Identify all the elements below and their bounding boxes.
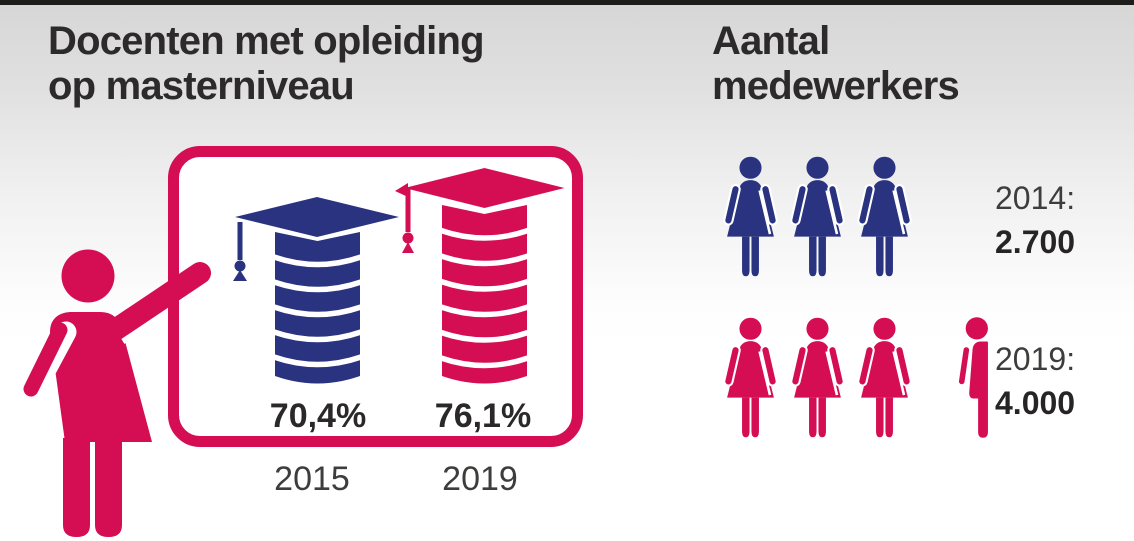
woman-icon bbox=[785, 151, 850, 282]
woman-icon bbox=[852, 312, 917, 443]
value-label-2015: 70,4% bbox=[270, 397, 366, 435]
right-section-title: Aantal medewerkers bbox=[712, 19, 960, 109]
employees-row-2019 bbox=[718, 312, 992, 443]
woman-icon bbox=[852, 151, 917, 282]
employees-row-2014 bbox=[718, 151, 917, 282]
half-person-icon bbox=[959, 312, 992, 443]
year-label-2019: 2019 bbox=[442, 460, 518, 498]
left-title-line1: Docenten met opleiding bbox=[48, 19, 485, 63]
count-value: 2.700 bbox=[995, 224, 1076, 260]
right-title-line2: medewerkers bbox=[712, 64, 960, 108]
year-label-2015: 2015 bbox=[274, 460, 350, 498]
employees-count-2014: 2014: 2.700 bbox=[995, 180, 1075, 261]
count-year-label: 2019: bbox=[995, 341, 1076, 377]
graduation-cap-icon bbox=[233, 197, 399, 281]
presenter-person-icon bbox=[23, 249, 211, 537]
top-bar bbox=[0, 0, 1134, 5]
woman-icon bbox=[718, 312, 783, 443]
graduation-cap-icon bbox=[395, 168, 565, 253]
count-value: 4.000 bbox=[995, 385, 1076, 421]
left-section-title: Docenten met opleiding op masterniveau bbox=[48, 19, 485, 109]
tassel-icon bbox=[395, 183, 414, 253]
right-title-line1: Aantal bbox=[712, 19, 830, 63]
cylinder-stack-2015: 70,4% bbox=[233, 197, 399, 435]
cylinder-stack-2019: 76,1% bbox=[395, 168, 565, 435]
count-year-label: 2014: bbox=[995, 180, 1076, 216]
tassel-icon bbox=[233, 222, 247, 281]
masters-chart: 70,4% 76,1% bbox=[233, 168, 565, 435]
woman-icon bbox=[785, 312, 850, 443]
value-label-2019: 76,1% bbox=[435, 397, 531, 435]
woman-icon bbox=[718, 151, 783, 282]
employees-count-2019: 2019: 4.000 bbox=[995, 341, 1075, 422]
left-title-line2: op masterniveau bbox=[48, 64, 355, 108]
